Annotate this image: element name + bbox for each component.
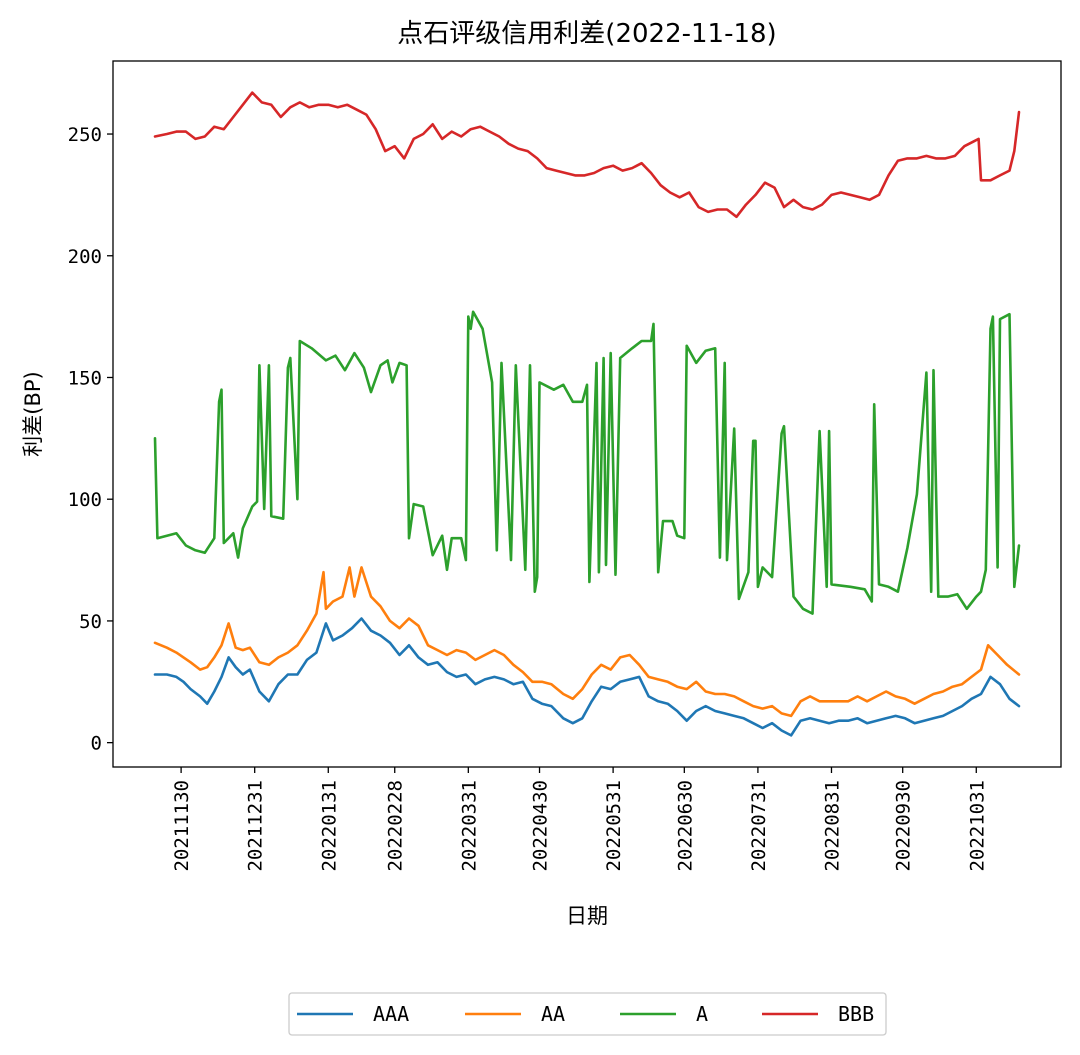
legend-label-aaa: AAA [373, 1002, 409, 1026]
legend-label-bbb: BBB [838, 1002, 874, 1026]
legend: AAA AA A BBB [288, 992, 887, 1036]
series-line-aa [153, 566, 1021, 718]
series-layer [153, 91, 1021, 737]
x-tick-label: 20220331 [458, 780, 480, 872]
x-axis: 20211130 20211231 20220131 20220228 20220331… [171, 767, 988, 872]
x-axis-label: 日期 [566, 904, 608, 928]
x-tick-label: 20220930 [893, 780, 915, 872]
chart-title: 点石评级信用利差(2022-11-18) [397, 19, 776, 49]
x-tick-label: 20221031 [966, 780, 988, 872]
y-tick-label: 150 [68, 367, 102, 389]
x-tick-label: 20220430 [530, 780, 552, 872]
y-tick-label: 0 [91, 733, 102, 755]
y-tick-label: 250 [68, 124, 102, 146]
x-tick-label: 20211130 [171, 780, 193, 872]
x-tick-label: 20220131 [318, 780, 340, 872]
x-tick-label: 20220630 [674, 780, 696, 872]
legend-label-aa: AA [541, 1002, 565, 1026]
y-tick-label: 50 [79, 611, 102, 633]
y-axis: 0 50 100 150 200 250 [68, 124, 113, 755]
x-tick-label: 20220831 [822, 780, 844, 872]
y-axis-label: 利差(BP) [21, 371, 45, 456]
series-line-aaa [153, 617, 1021, 737]
x-tick-label: 20211231 [245, 780, 267, 872]
series-line-a [153, 310, 1021, 615]
x-tick-label: 20220531 [603, 780, 625, 872]
x-tick-label: 20220228 [385, 780, 407, 872]
legend-label-a: A [696, 1002, 708, 1026]
series-line-bbb [153, 91, 1021, 219]
y-tick-label: 100 [68, 489, 102, 511]
legend-frame [288, 992, 887, 1036]
x-tick-label: 20220731 [748, 780, 770, 872]
y-tick-label: 200 [68, 246, 102, 268]
